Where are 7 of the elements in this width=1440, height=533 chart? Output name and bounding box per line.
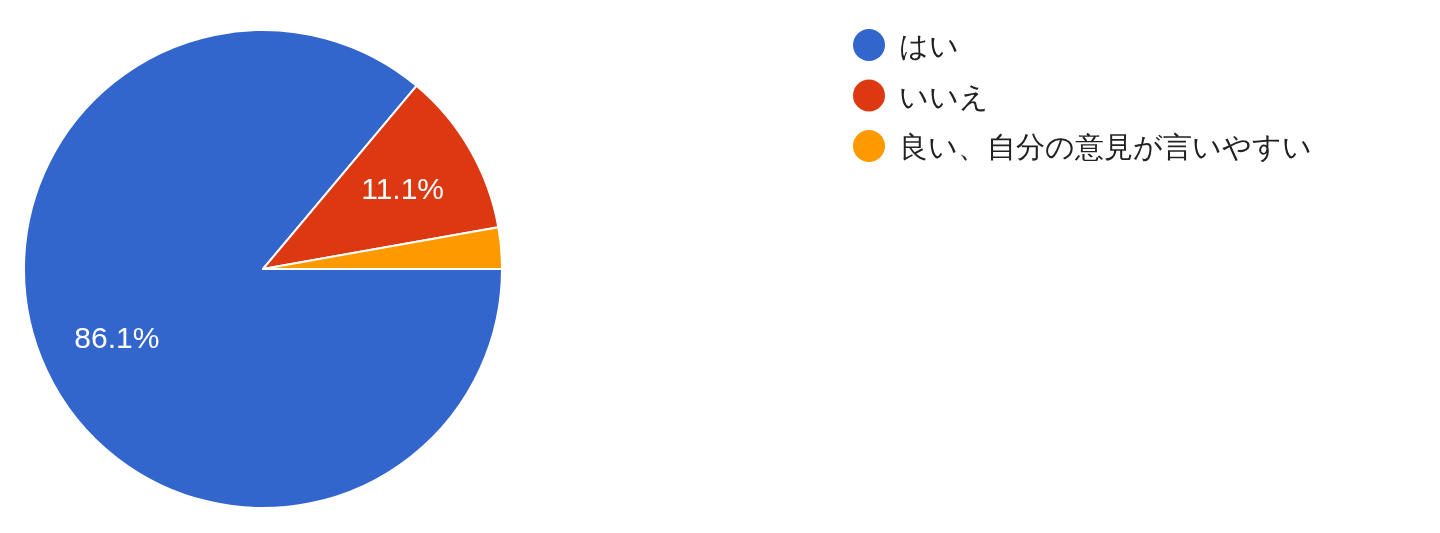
pie-slice	[23, 29, 503, 509]
data-label: 86.1%	[74, 320, 160, 354]
legend-label: はい	[899, 30, 959, 62]
legend-label: 良い、自分の意見が言いやすい	[899, 131, 1312, 163]
pie-slice	[262, 84, 500, 270]
legend-label: いいえ	[899, 80, 989, 113]
data-label: 11.1%	[361, 171, 445, 205]
